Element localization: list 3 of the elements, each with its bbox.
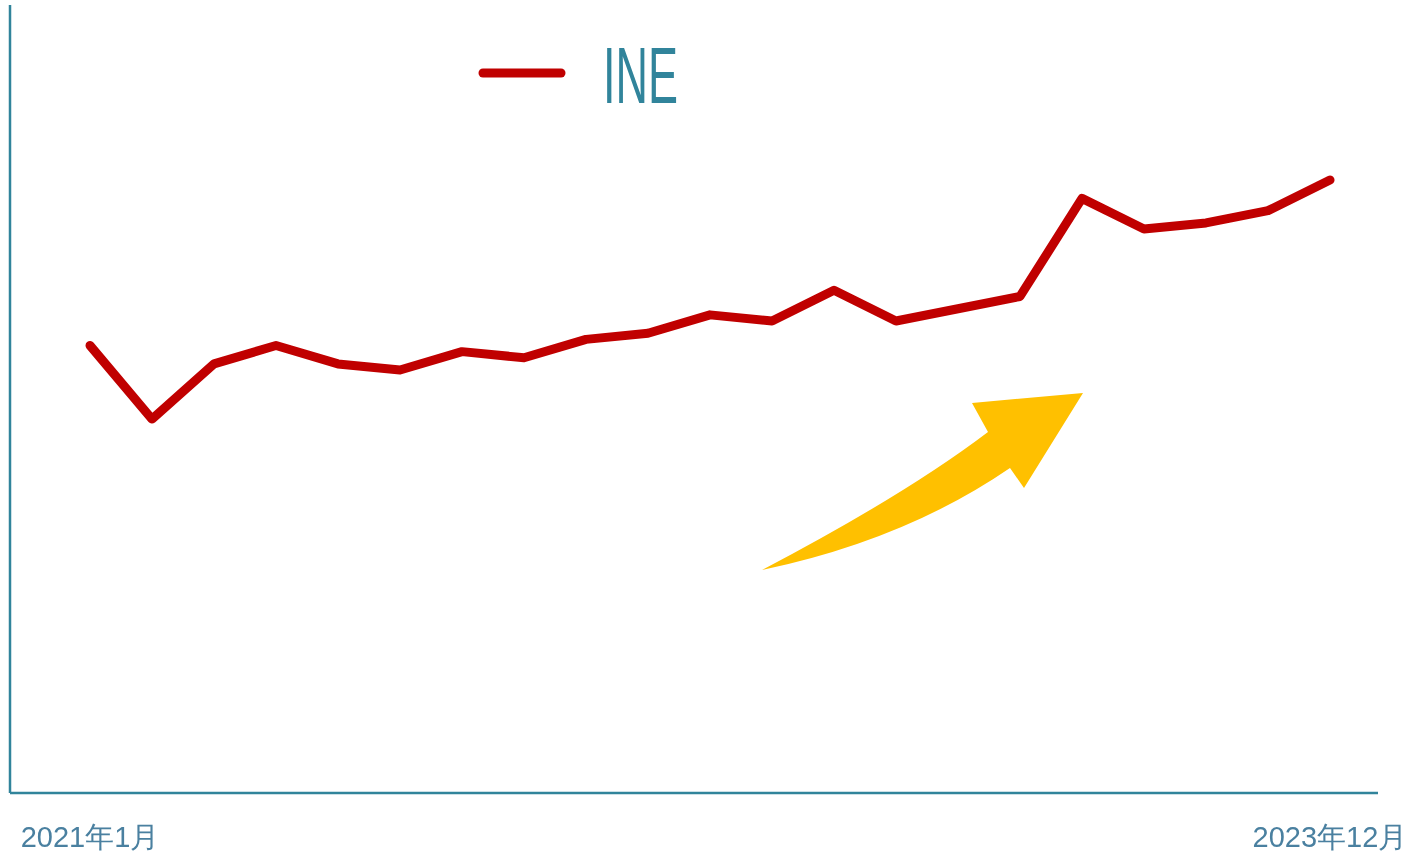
x-tick-label: 2021年1月 [20,821,160,853]
legend-label: INE [603,31,737,120]
x-tick-label: 2023年12月 [1252,821,1408,853]
